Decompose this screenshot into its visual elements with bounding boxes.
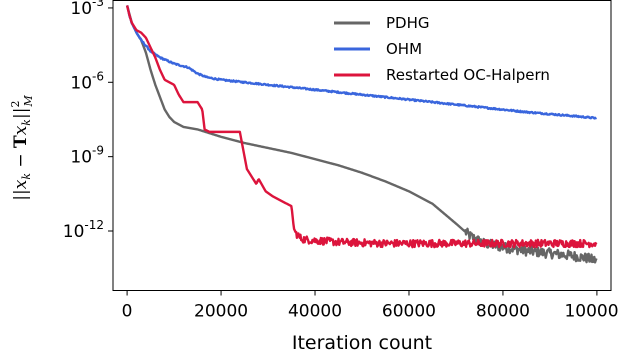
y-tick-base: 10 — [70, 73, 92, 93]
x-tick-label: 60000 — [382, 302, 436, 322]
x-tick-label: 100000 — [564, 302, 619, 322]
legend-label: PDHG — [386, 14, 430, 32]
x-tick-label: 40000 — [288, 302, 342, 322]
x-tick-label: 0 — [122, 302, 133, 322]
legend-label: Restarted OC-Halpern — [386, 66, 550, 84]
x-tick-label: 80000 — [476, 302, 530, 322]
y-tick-base: 10 — [70, 148, 92, 168]
y-tick-exponent: -6 — [92, 69, 104, 83]
y-tick-label: 10-6 — [70, 69, 104, 93]
svg-text:||xk − Txk||2M: ||xk − Txk||2M — [9, 95, 35, 201]
series-line-1 — [127, 5, 596, 262]
y-axis-title: ||xk − Txk||2M — [9, 95, 35, 201]
y-tick-exponent: -12 — [84, 218, 104, 232]
y-tick-base: 10 — [70, 0, 92, 19]
series-line-3 — [127, 5, 596, 247]
legend: PDHG OHM Restarted OC-Halpern — [334, 14, 550, 84]
x-axis: 0 20000 40000 60000 80000 100000 — [122, 291, 619, 322]
x-axis-title: Iteration count — [292, 332, 432, 354]
y-tick-label: 10-3 — [70, 0, 104, 19]
series-layer — [127, 5, 596, 262]
y-tick-exponent: -3 — [92, 0, 104, 9]
legend-label: OHM — [386, 40, 422, 58]
y-tick-label: 10-12 — [63, 218, 104, 242]
y-axis: 10-310-610-910-12 — [63, 0, 113, 242]
y-tick-base: 10 — [63, 222, 85, 242]
y-tick-label: 10-9 — [70, 144, 104, 168]
y-tick-exponent: -9 — [92, 144, 104, 158]
x-tick-label: 20000 — [194, 302, 248, 322]
